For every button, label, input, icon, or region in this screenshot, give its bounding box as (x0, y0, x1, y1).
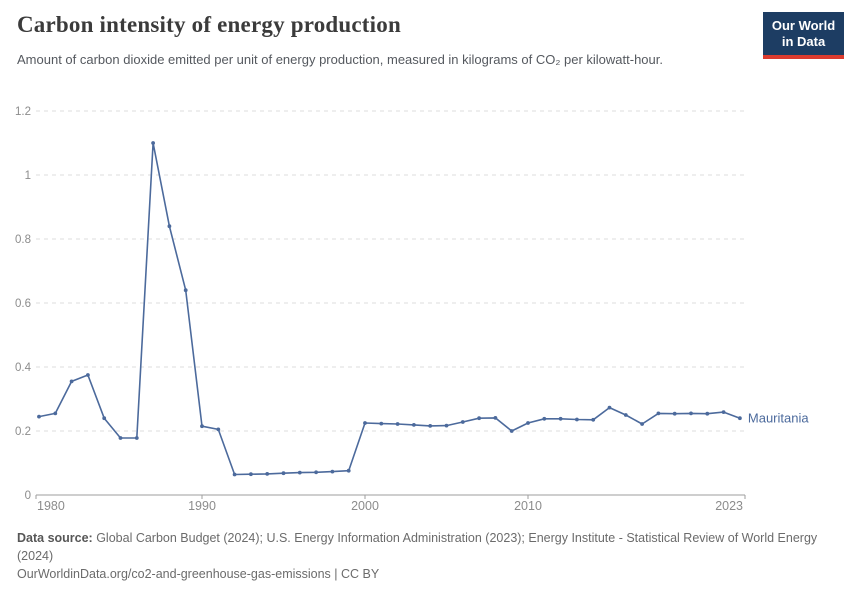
line-chart-plot: 0 0.2 0.4 0.6 0.8 1 1.2 1980 1990 2000 2010 2023 Mau… (15, 106, 809, 513)
data-point[interactable] (151, 141, 156, 145)
data-line-mauritania[interactable] (38, 142, 741, 476)
owid-logo-line1: Our World (771, 18, 836, 33)
x-axis-tick-label: 1980 (37, 499, 65, 513)
data-point[interactable] (86, 373, 90, 377)
x-axis-tick-label: 2010 (514, 499, 542, 513)
data-point[interactable] (705, 411, 710, 416)
data-point[interactable] (346, 468, 351, 473)
data-point[interactable] (183, 288, 188, 293)
data-point[interactable] (330, 469, 335, 474)
data-point[interactable] (37, 414, 41, 419)
data-source-label: Data source: (17, 531, 93, 545)
data-point[interactable] (477, 416, 481, 421)
owid-url-link[interactable]: OurWorldinData.org/co2-and-greenhouse-ga… (17, 567, 331, 581)
data-point[interactable] (412, 423, 416, 427)
y-axis-tick-label: 1.2 (15, 106, 31, 118)
data-point[interactable] (134, 436, 139, 440)
data-point[interactable] (363, 421, 367, 425)
data-point[interactable] (656, 411, 661, 416)
data-point[interactable] (118, 436, 123, 440)
page-title: Carbon intensity of energy production (17, 12, 401, 37)
data-point[interactable] (607, 405, 612, 410)
data-point[interactable] (623, 413, 628, 417)
data-point[interactable] (102, 416, 107, 421)
data-point[interactable] (493, 416, 498, 420)
y-axis-tick-label: 0.4 (15, 362, 32, 374)
data-point[interactable] (558, 416, 563, 421)
data-point[interactable] (640, 422, 644, 426)
data-point[interactable] (738, 416, 742, 421)
data-point[interactable] (672, 411, 677, 416)
data-point[interactable] (297, 470, 302, 475)
y-axis-tick-label: 0.6 (15, 298, 31, 310)
x-axis-tick-label: 1990 (188, 499, 216, 513)
data-point[interactable] (526, 421, 530, 425)
y-axis-tick-label: 0.8 (15, 234, 31, 246)
license-link[interactable]: CC BY (341, 567, 380, 581)
entity-label[interactable]: Mauritania (748, 411, 809, 426)
data-point[interactable] (200, 424, 204, 429)
data-point[interactable] (53, 411, 58, 416)
data-point[interactable] (216, 427, 221, 432)
data-point[interactable] (69, 379, 74, 384)
data-source-text: Global Carbon Budget (2024); U.S. Energy… (17, 531, 818, 563)
data-point[interactable] (444, 423, 449, 428)
data-point[interactable] (249, 472, 253, 477)
data-point[interactable] (167, 224, 172, 229)
chart-subtitle: Amount of carbon dioxide emitted per uni… (17, 52, 663, 67)
y-axis-tick-label: 0 (25, 490, 31, 502)
x-axis-tick-label: 2023 (715, 499, 743, 513)
data-point[interactable] (721, 410, 726, 414)
y-axis-tick-label: 0.2 (15, 426, 31, 438)
data-point[interactable] (314, 470, 318, 475)
data-point[interactable] (542, 416, 547, 421)
footer-links: OurWorldinData.org/co2-and-greenhouse-ga… (17, 567, 829, 581)
footer-separator: | (330, 567, 342, 581)
data-point[interactable] (281, 471, 286, 476)
data-point[interactable] (428, 424, 433, 428)
data-point[interactable] (265, 472, 270, 476)
owid-logo-line2: in Data (781, 34, 826, 49)
data-point[interactable] (232, 472, 237, 477)
data-point[interactable] (509, 429, 514, 433)
owid-logo[interactable]: Our World in Data (763, 12, 844, 59)
data-point[interactable] (460, 420, 465, 424)
data-point[interactable] (591, 417, 596, 422)
data-source-note: Data source: Global Carbon Budget (2024)… (17, 530, 829, 566)
data-point[interactable] (395, 422, 400, 426)
y-axis-tick-label: 1 (25, 170, 31, 182)
data-point[interactable] (575, 417, 579, 422)
data-point[interactable] (689, 411, 693, 416)
data-point[interactable] (379, 421, 384, 426)
x-axis-tick-label: 2000 (351, 499, 379, 513)
